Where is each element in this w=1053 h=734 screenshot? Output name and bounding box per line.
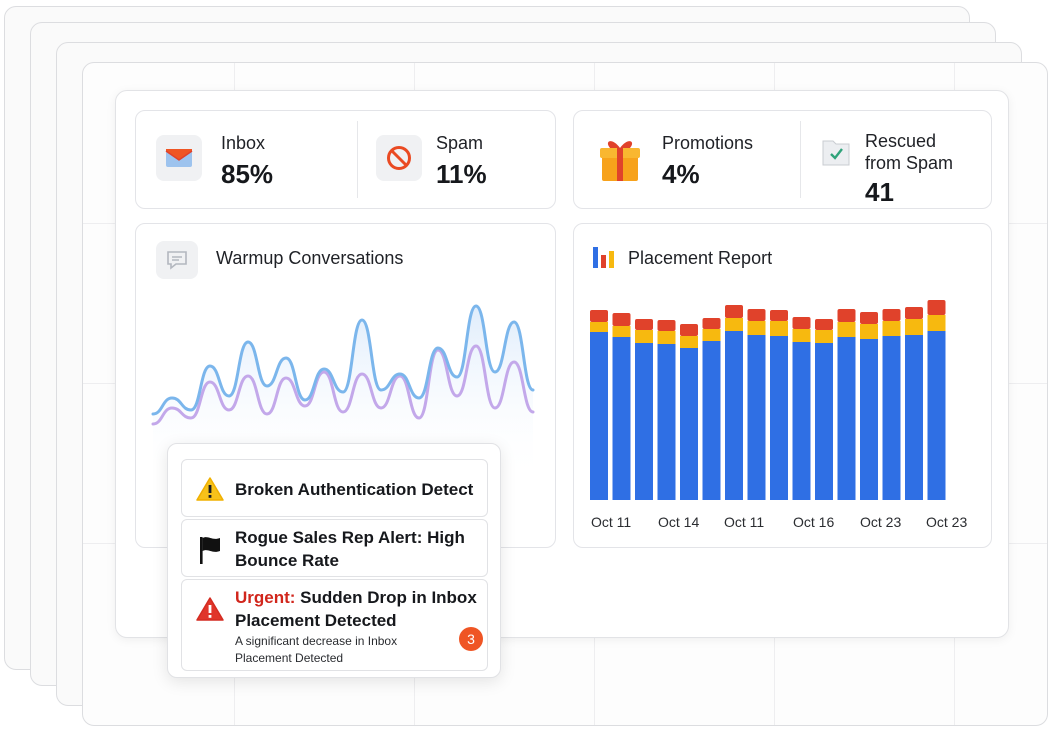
bar-segment-spam bbox=[860, 312, 878, 324]
flag-icon bbox=[198, 535, 224, 565]
alert-title: Rogue Sales Rep Alert: High Bounce Rate bbox=[235, 528, 465, 570]
stat-value: 11% bbox=[436, 159, 487, 189]
bar-segment-inbox bbox=[747, 335, 766, 500]
bar-segment-spam bbox=[725, 305, 743, 318]
bar-segment-promotions bbox=[725, 318, 743, 331]
bar-segment-inbox bbox=[612, 337, 631, 500]
no-entry-icon bbox=[376, 135, 422, 181]
bar-segment-inbox bbox=[590, 332, 608, 500]
bar-segment-promotions bbox=[635, 330, 653, 343]
stat-label: Promotions bbox=[662, 133, 754, 153]
bar-segment-promotions bbox=[792, 329, 811, 342]
bar-segment-spam bbox=[635, 319, 653, 330]
urgent-prefix: Urgent: bbox=[235, 588, 296, 607]
bar-segment-inbox bbox=[770, 336, 788, 500]
alerts-popup: Broken Authentication Detect Rogue Sales… bbox=[167, 443, 501, 678]
warmup-line-chart bbox=[151, 304, 535, 482]
bar-segment-promotions bbox=[747, 321, 766, 335]
bar-segment-spam bbox=[905, 307, 923, 319]
stat-value: 4% bbox=[662, 159, 700, 189]
alert-title-text: Sudden Drop in Inbox Placement Detected bbox=[235, 588, 477, 630]
bar-segment-spam bbox=[927, 300, 946, 315]
alert-urgent-drop[interactable]: Urgent: Sudden Drop in Inbox Placement D… bbox=[181, 579, 488, 671]
stats-card-secondary: Promotions 4% Rescued from Spam 41 bbox=[573, 110, 992, 209]
bar-segment-promotions bbox=[680, 336, 698, 348]
placement-bar-chart bbox=[590, 300, 946, 500]
bar-segment-inbox bbox=[680, 348, 698, 500]
bar-segment-promotions bbox=[770, 321, 788, 336]
bar-segment-spam bbox=[815, 319, 833, 330]
stat-inbox[interactable]: Inbox 85% bbox=[136, 111, 356, 208]
bar-segment-inbox bbox=[815, 343, 833, 500]
stats-card-primary: Inbox 85% Spam 11% bbox=[135, 110, 556, 209]
chat-bubble-icon bbox=[156, 241, 198, 279]
alert-broken-auth[interactable]: Broken Authentication Detect bbox=[181, 459, 488, 517]
bar-segment-spam bbox=[612, 313, 631, 326]
bar-segment-spam bbox=[882, 309, 901, 321]
stat-label: Spam bbox=[436, 133, 484, 153]
x-tick-label: Oct 14 bbox=[658, 514, 700, 530]
bar-chart-icon bbox=[592, 245, 618, 269]
warmup-title: Warmup Conversations bbox=[216, 248, 404, 268]
bar-segment-spam bbox=[657, 320, 676, 331]
stat-promotions[interactable]: Promotions 4% bbox=[574, 111, 800, 208]
bar-segment-promotions bbox=[702, 329, 721, 341]
bar-segment-promotions bbox=[590, 322, 608, 332]
stat-value: 41 bbox=[865, 177, 894, 207]
bar-segment-inbox bbox=[635, 343, 653, 500]
mail-icon bbox=[156, 135, 202, 181]
bar-segment-spam bbox=[770, 310, 788, 321]
stat-label: Inbox bbox=[221, 133, 266, 153]
x-tick-label: Oct 16 bbox=[793, 514, 835, 530]
bar-segment-promotions bbox=[882, 321, 901, 336]
bar-segment-inbox bbox=[837, 337, 856, 500]
bar-segment-inbox bbox=[657, 344, 676, 500]
stat-spam[interactable]: Spam 11% bbox=[358, 111, 557, 208]
bar-segment-promotions bbox=[657, 331, 676, 344]
x-tick-label: Oct 23 bbox=[926, 514, 968, 530]
bar-segment-inbox bbox=[792, 342, 811, 500]
stat-value: 85% bbox=[221, 159, 274, 189]
x-tick-label: Oct 23 bbox=[860, 514, 902, 530]
x-tick-label: Oct 11 bbox=[591, 514, 632, 530]
alert-count-badge: 3 bbox=[459, 627, 483, 651]
alert-title: Urgent: Sudden Drop in Inbox Placement D… bbox=[235, 586, 483, 632]
alert-subtitle: A significant decrease in Inbox Placemen… bbox=[235, 634, 398, 665]
stat-rescued[interactable]: Rescued from Spam 41 bbox=[801, 111, 993, 208]
bar-segment-inbox bbox=[725, 331, 743, 500]
bar-segment-inbox bbox=[905, 335, 923, 500]
bar-segment-spam bbox=[680, 324, 698, 336]
bar-segment-spam bbox=[837, 309, 856, 322]
alert-title: Broken Authentication Detect bbox=[235, 480, 474, 499]
x-tick-label: Oct 11 bbox=[724, 514, 765, 530]
bar-segment-promotions bbox=[927, 315, 946, 331]
bar-segment-inbox bbox=[927, 331, 946, 500]
bar-segment-spam bbox=[747, 309, 766, 321]
placement-title: Placement Report bbox=[628, 248, 773, 268]
warning-icon bbox=[195, 476, 225, 502]
bar-segment-promotions bbox=[905, 319, 923, 335]
stat-label-line1: Rescued bbox=[865, 131, 937, 151]
bar-segment-promotions bbox=[612, 326, 631, 337]
stat-label-line2: from Spam bbox=[865, 153, 954, 173]
divider bbox=[357, 121, 358, 198]
bar-segment-promotions bbox=[815, 330, 833, 343]
alert-rogue-rep[interactable]: Rogue Sales Rep Alert: High Bounce Rate bbox=[181, 519, 488, 577]
folder-check-icon bbox=[821, 135, 851, 167]
bar-segment-inbox bbox=[860, 339, 878, 500]
series-line-purple bbox=[151, 344, 535, 426]
gift-icon bbox=[598, 135, 642, 183]
bar-segment-promotions bbox=[837, 322, 856, 337]
divider bbox=[800, 121, 801, 198]
bar-segment-spam bbox=[590, 310, 608, 322]
bar-segment-spam bbox=[702, 318, 721, 329]
alert-triangle-icon bbox=[195, 596, 225, 622]
bar-segment-inbox bbox=[702, 341, 721, 500]
bar-segment-spam bbox=[792, 317, 811, 329]
series-line-blue bbox=[151, 304, 535, 416]
bar-segment-inbox bbox=[882, 336, 901, 500]
bar-segment-promotions bbox=[860, 324, 878, 339]
